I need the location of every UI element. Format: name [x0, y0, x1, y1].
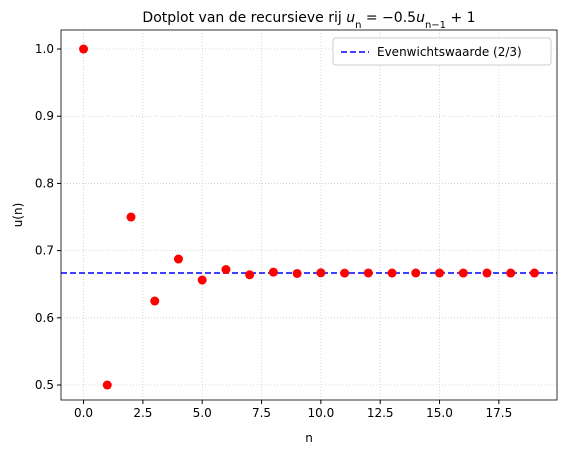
title-part: n−1 [425, 20, 446, 31]
title-part: Dotplot van de recursieve rij [142, 10, 346, 26]
point [292, 268, 302, 278]
point [387, 268, 397, 278]
point [268, 267, 278, 277]
title-part: n [355, 20, 361, 31]
x-tick-label: 12.5 [367, 406, 394, 420]
x-tick-label: 5.0 [193, 406, 212, 420]
y-tick-label: 0.7 [35, 244, 54, 258]
chart-title: Dotplot van de recursieve rij un = −0.5u… [142, 10, 475, 31]
x-tick-label: 7.5 [252, 406, 271, 420]
y-axis-label: u(n) [11, 203, 25, 228]
x-axis-label: n [305, 431, 313, 445]
point [173, 254, 183, 264]
x-tick-label: 15.0 [426, 406, 453, 420]
x-tick-label: 17.5 [485, 406, 512, 420]
point [506, 268, 516, 278]
y-tick-label: 0.9 [35, 109, 54, 123]
point [411, 268, 421, 278]
x-tick-label: 2.5 [133, 406, 152, 420]
y-tick-label: 0.5 [35, 378, 54, 392]
point [150, 296, 160, 306]
legend-box [332, 37, 552, 66]
point [197, 275, 207, 285]
y-tick-label: 1.0 [35, 42, 54, 56]
legend-label: Evenwichtswaarde (2/3) [377, 45, 522, 59]
title-part: + 1 [446, 10, 476, 26]
y-tick-label: 0.6 [35, 311, 54, 325]
point [221, 265, 231, 275]
title-part: u [416, 10, 425, 26]
point [458, 268, 468, 278]
plot-frame [60, 29, 558, 401]
point [79, 44, 89, 54]
y-tick-label: 0.8 [35, 176, 54, 190]
x-tick-label: 0.0 [74, 406, 93, 420]
point [435, 268, 445, 278]
point [126, 212, 136, 222]
x-tick-label: 10.0 [308, 406, 335, 420]
title-part: = −0.5 [361, 10, 416, 26]
point [245, 270, 255, 280]
point [363, 268, 373, 278]
point [482, 268, 492, 278]
point [529, 268, 539, 278]
point [102, 380, 112, 390]
point [316, 268, 326, 278]
point [340, 268, 350, 278]
title-part: u [346, 10, 355, 26]
